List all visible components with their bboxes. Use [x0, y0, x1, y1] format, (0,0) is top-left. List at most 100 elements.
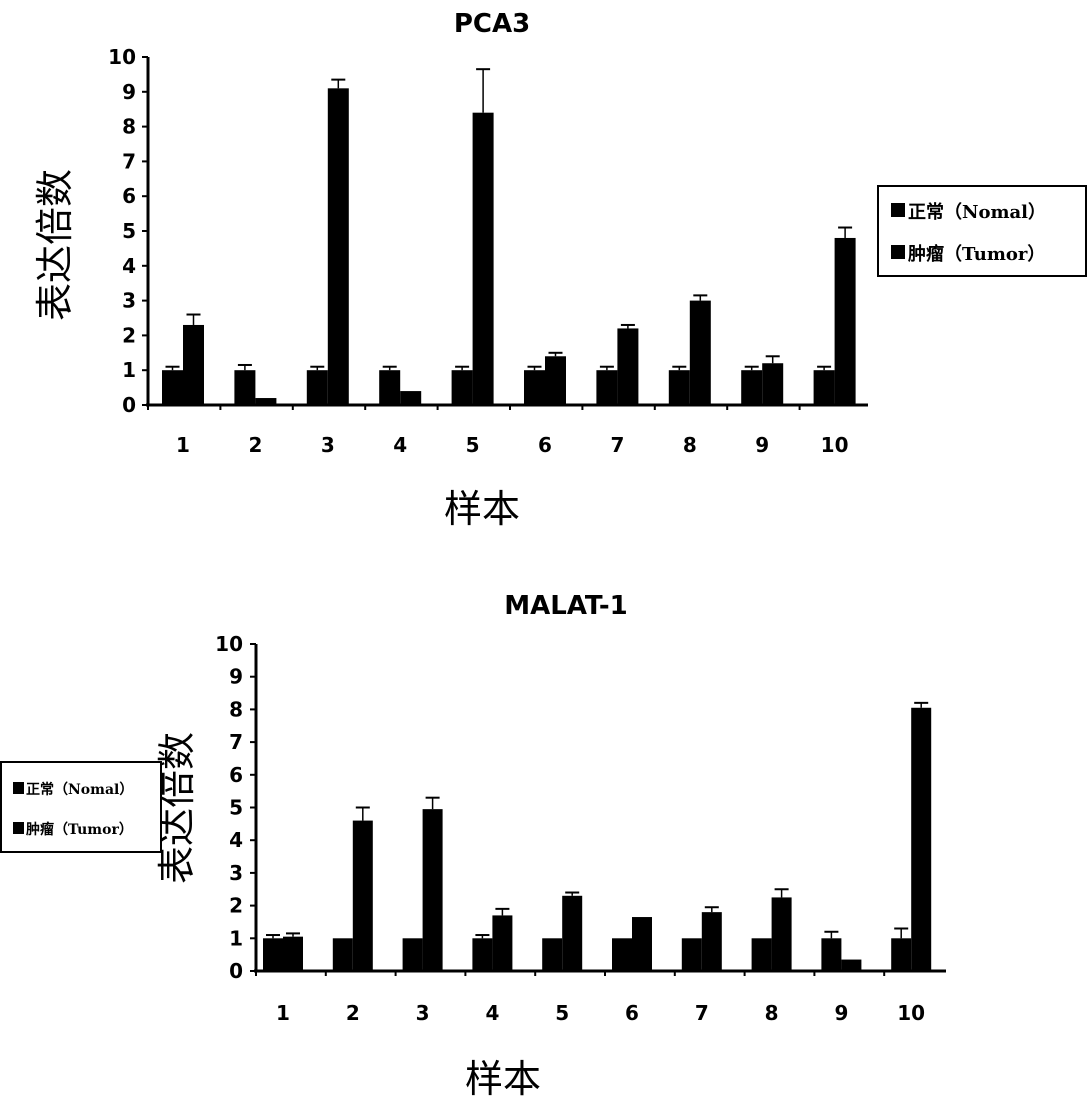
- pca3-bar-normal: [234, 370, 256, 405]
- malat1-bar-tumor: [562, 895, 583, 971]
- pca3-bar-normal: [596, 370, 618, 405]
- malat1-x-tick-label: 2: [346, 1001, 360, 1025]
- malat1-y-tick-label: 1: [229, 926, 243, 950]
- malat1-y-axis-label: 表达倍数: [155, 732, 199, 884]
- pca3-bar-normal: [451, 370, 473, 405]
- malat1-legend-swatch-normal: [13, 782, 24, 794]
- pca3-bar-tumor: [689, 300, 711, 405]
- malat1-legend-label-tumor: 肿瘤（Tumor）: [26, 821, 133, 838]
- pca3-bar-normal: [813, 370, 835, 405]
- malat1-y-tick-label: 6: [229, 763, 243, 787]
- pca3-bar-tumor: [834, 237, 856, 405]
- pca3-y-tick-label: 2: [122, 323, 136, 347]
- pca3-x-tick-label: 5: [466, 433, 480, 457]
- pca3-bar-normal: [162, 370, 183, 405]
- malat1-legend-label-normal: 正常（Nomal）: [26, 781, 133, 798]
- malat1-x-tick-label: 7: [695, 1001, 709, 1025]
- pca3-y-tick-label: 7: [122, 149, 136, 173]
- pca3-bar-tumor: [183, 324, 204, 405]
- malat1-bar-normal: [472, 938, 493, 971]
- malat1-bar-normal: [612, 938, 632, 971]
- malat1-bar-normal: [263, 938, 283, 971]
- malat1-y-tick-label: 2: [229, 894, 243, 918]
- malat1-bar-tumor: [632, 917, 652, 971]
- malat1-legend-box: [0, 761, 162, 853]
- pca3-y-tick-label: 0: [122, 393, 136, 417]
- pca3-y-tick-label: 9: [122, 80, 136, 104]
- malat1-title: MALAT-1: [504, 591, 627, 621]
- pca3-bar-tumor: [255, 398, 277, 405]
- pca3-bar-normal: [741, 370, 763, 405]
- pca3-bar-normal: [379, 370, 401, 405]
- malat1-x-tick-label: 9: [834, 1001, 848, 1025]
- pca3-y-tick-label: 1: [122, 358, 136, 382]
- malat1-y-tick-label: 7: [229, 730, 243, 754]
- pca3-bar-tumor: [327, 88, 349, 405]
- malat1-plot-area: 0 1 2 3 4 5 6 7 8 9 10 1 2 3 4 5 6 7 8 9 10: [215, 632, 946, 1025]
- pca3-y-tick-label: 8: [122, 115, 136, 139]
- pca3-legend-box: [877, 185, 1087, 277]
- pca3-x-tick-label: 9: [755, 433, 769, 457]
- pca3-bar-normal: [668, 370, 690, 405]
- malat1-x-tick-label: 4: [485, 1001, 499, 1025]
- malat1-legend-swatch-tumor: [13, 822, 24, 834]
- malat1-bar-normal: [681, 938, 702, 971]
- pca3-y-tick-label: 4: [122, 254, 136, 278]
- malat1-y-tick-label: 3: [229, 861, 243, 885]
- pca3-title: PCA3: [454, 9, 530, 39]
- pca3-legend-label-tumor: 肿瘤（Tumor）: [908, 243, 1045, 265]
- pca3-bar-tumor: [762, 363, 784, 405]
- pca3-y-tick-label: 5: [122, 219, 136, 243]
- malat1-bar-normal: [891, 938, 912, 971]
- pca3-x-tick-label: 4: [393, 433, 407, 457]
- malat1-bar-tumor: [911, 707, 932, 971]
- pca3-legend-swatch-tumor: [891, 245, 905, 259]
- malat1-bar-normal: [402, 938, 423, 971]
- pca3-y-tick-label: 3: [122, 289, 136, 313]
- malat1-x-tick-label: 10: [897, 1001, 925, 1025]
- pca3-bar-tumor: [617, 328, 639, 405]
- malat1-x-tick-label: 5: [555, 1001, 569, 1025]
- pca3-bar-tumor: [545, 356, 566, 405]
- malat1-bar-tumor: [352, 820, 373, 971]
- malat1-y-tick-label: 8: [229, 697, 243, 721]
- malat1-bar-normal: [751, 938, 772, 971]
- pca3-x-tick-label: 3: [321, 433, 335, 457]
- malat1-y-tick-label: 4: [229, 828, 243, 852]
- pca3-plot-area: 0 1 2 3 4 5 6 7 8 9 10 1 2 3 4 5 6 7 8 9 10: [108, 45, 868, 457]
- malat1-bar-tumor: [422, 809, 443, 971]
- pca3-x-tick-label: 10: [821, 433, 849, 457]
- pca3-y-axis-label: 表达倍数: [33, 169, 77, 321]
- pca3-legend-swatch-normal: [891, 203, 905, 217]
- pca3-legend-label-normal: 正常（Nomal）: [908, 201, 1046, 223]
- pca3-legend: 正常（Nomal） 肿瘤（Tumor）: [877, 185, 1087, 277]
- pca3-chart: PCA3 表达倍数 样本 0 1 2 3 4 5 6 7 8 9 10 1 2 3 4 5 6 7 8 9 10 正常（…: [33, 9, 1087, 531]
- malat1-bar-tumor: [701, 912, 722, 971]
- malat1-bar-tumor: [283, 936, 303, 971]
- malat1-x-tick-label: 3: [416, 1001, 430, 1025]
- pca3-x-tick-label: 1: [176, 433, 190, 457]
- pca3-x-axis-label: 样本: [444, 487, 520, 531]
- malat1-bar-tumor: [841, 959, 862, 971]
- malat1-y-tick-label: 10: [215, 632, 243, 656]
- malat1-bar-normal: [821, 938, 842, 971]
- pca3-bar-normal: [306, 370, 328, 405]
- malat1-y-tick-label: 5: [229, 796, 243, 820]
- malat1-bar-tumor: [492, 915, 513, 971]
- pca3-x-tick-label: 2: [248, 433, 262, 457]
- pca3-bar-tumor: [400, 391, 422, 405]
- pca3-x-tick-label: 6: [538, 433, 552, 457]
- malat1-x-tick-label: 6: [625, 1001, 639, 1025]
- malat1-legend: 正常（Nomal） 肿瘤（Tumor）: [0, 761, 162, 853]
- pca3-bar-tumor: [472, 112, 494, 406]
- malat1-x-tick-label: 1: [276, 1001, 290, 1025]
- pca3-bar-normal: [524, 370, 545, 405]
- pca3-y-tick-label: 10: [108, 45, 136, 69]
- pca3-x-tick-label: 7: [610, 433, 624, 457]
- malat1-bar-tumor: [771, 897, 792, 971]
- pca3-y-tick-label: 6: [122, 184, 136, 208]
- pca3-x-tick-label: 8: [683, 433, 697, 457]
- malat1-x-axis-label: 样本: [465, 1057, 541, 1101]
